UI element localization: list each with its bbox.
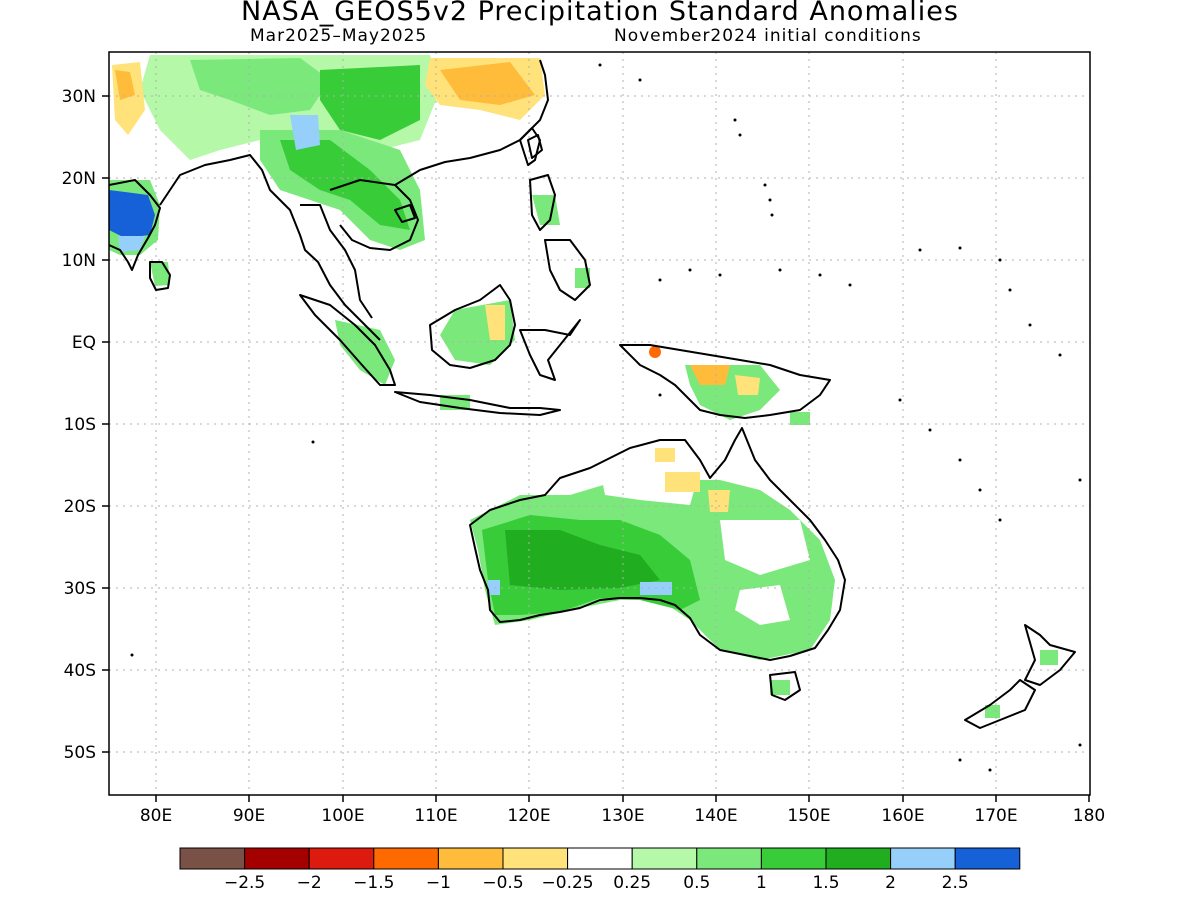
lat-ticks	[102, 95, 109, 753]
colorbar-swatch	[308, 847, 375, 870]
colorbar-label: 2	[885, 873, 896, 893]
colorbar-label: 0.25	[613, 873, 651, 893]
colorbar-label: 1	[756, 873, 767, 893]
colorbar-swatch	[437, 847, 504, 870]
colorbar-label: −2	[297, 873, 322, 893]
colorbar-label: −1.5	[353, 873, 394, 893]
lon-label: 140E	[694, 806, 737, 826]
lon-ticks	[155, 795, 1090, 802]
lon-label: 80E	[140, 806, 172, 826]
lat-label: 50S	[64, 743, 96, 763]
lon-label: 170E	[974, 806, 1017, 826]
colorbar-label: 1.5	[812, 873, 839, 893]
lat-label: 10N	[62, 251, 96, 271]
colorbar-label: 0.5	[683, 873, 710, 893]
colorbar-swatch	[179, 847, 246, 870]
islands	[130, 63, 1082, 772]
anomaly-shading	[109, 55, 1058, 718]
lon-label: 180	[1073, 806, 1105, 826]
lat-label: 30N	[62, 87, 96, 107]
lat-label: 10S	[64, 415, 96, 435]
colorbar-swatch	[954, 847, 1021, 870]
lat-label: EQ	[72, 333, 96, 353]
colorbar-swatch	[244, 847, 310, 870]
colorbar-label: −0.5	[482, 873, 523, 893]
lon-label: 130E	[601, 806, 644, 826]
lon-labels: 80E 90E 100E 110E 120E 130E 140E 150E 16…	[140, 806, 1105, 826]
graticule	[109, 52, 1090, 795]
lon-label: 160E	[881, 806, 924, 826]
lon-label: 110E	[414, 806, 457, 826]
colorbar-swatch	[502, 847, 569, 870]
colorbar-swatch	[696, 847, 762, 870]
initial-conditions: November2024 initial conditions	[614, 26, 922, 46]
lat-label: 40S	[64, 661, 96, 681]
colorbar-labels: −2.5 −2 −1.5 −1 −0.5 −0.25 0.25 0.5 1 1.5 2 2.5	[224, 873, 969, 893]
lon-label: 100E	[321, 806, 364, 826]
colorbar-swatch	[373, 847, 439, 870]
lon-label: 120E	[507, 806, 550, 826]
lat-label: 20S	[64, 497, 96, 517]
lat-labels: 30N 20N 10N EQ 10S 20S 30S 40S 50S	[62, 87, 96, 763]
lon-label: 90E	[233, 806, 265, 826]
colorbar-label: −2.5	[224, 873, 265, 893]
colorbar-swatch	[825, 847, 892, 870]
colorbar-swatch	[567, 847, 633, 870]
colorbar	[179, 847, 1021, 870]
lat-label: 30S	[64, 579, 96, 599]
colorbar-label: −1	[426, 873, 451, 893]
colorbar-swatch	[631, 847, 698, 870]
lon-label: 150E	[787, 806, 830, 826]
colorbar-label: −0.25	[542, 873, 594, 893]
coastlines	[109, 59, 1076, 729]
colorbar-swatch	[890, 847, 956, 870]
map-title: NASA_GEOS5v2 Precipitation Standard Anom…	[241, 0, 959, 27]
colorbar-swatch	[760, 847, 827, 870]
colorbar-label: 2.5	[942, 873, 969, 893]
lat-label: 20N	[62, 169, 96, 189]
forecast-period: Mar2025–May2025	[250, 26, 428, 46]
